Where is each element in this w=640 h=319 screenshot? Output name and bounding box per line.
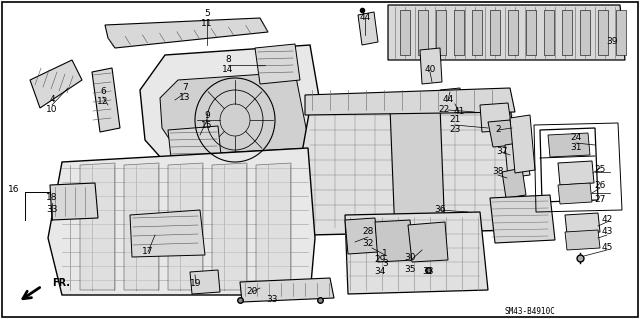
Text: 4: 4 <box>49 95 55 105</box>
Polygon shape <box>540 128 598 202</box>
Polygon shape <box>490 10 500 55</box>
Polygon shape <box>440 88 462 110</box>
Polygon shape <box>256 163 291 290</box>
Polygon shape <box>616 10 626 55</box>
Polygon shape <box>240 278 334 302</box>
Polygon shape <box>598 10 608 55</box>
Text: 7: 7 <box>182 84 188 93</box>
Text: 16: 16 <box>8 186 20 195</box>
Text: 38: 38 <box>492 167 504 176</box>
Text: 21: 21 <box>449 115 461 124</box>
Polygon shape <box>375 220 414 262</box>
Polygon shape <box>105 18 268 48</box>
Polygon shape <box>408 222 448 262</box>
Polygon shape <box>510 115 535 173</box>
Polygon shape <box>358 12 378 45</box>
Text: 10: 10 <box>46 106 58 115</box>
Polygon shape <box>80 163 115 290</box>
Text: 5: 5 <box>204 10 210 19</box>
Polygon shape <box>454 10 464 55</box>
Text: 8: 8 <box>225 56 231 64</box>
Polygon shape <box>190 270 220 294</box>
Text: 37: 37 <box>496 147 508 157</box>
Polygon shape <box>168 126 222 168</box>
Text: 1: 1 <box>382 249 388 257</box>
Text: 33: 33 <box>422 266 434 276</box>
Polygon shape <box>255 44 300 84</box>
Text: 12: 12 <box>97 98 109 107</box>
Polygon shape <box>580 10 590 55</box>
Polygon shape <box>298 105 520 235</box>
Polygon shape <box>400 10 410 55</box>
Polygon shape <box>502 168 526 198</box>
Text: 42: 42 <box>602 216 612 225</box>
Polygon shape <box>345 218 378 254</box>
Text: FR.: FR. <box>52 278 70 288</box>
Polygon shape <box>490 195 555 243</box>
Polygon shape <box>526 10 536 55</box>
Text: 44: 44 <box>360 13 371 23</box>
Text: 25: 25 <box>595 166 605 174</box>
Polygon shape <box>548 133 590 157</box>
Text: 41: 41 <box>453 108 465 116</box>
Text: SM43-B4910C: SM43-B4910C <box>504 308 556 316</box>
Polygon shape <box>305 88 515 115</box>
Polygon shape <box>480 103 512 132</box>
Polygon shape <box>418 10 428 55</box>
Text: 39: 39 <box>606 38 618 47</box>
Text: 36: 36 <box>435 205 445 214</box>
Polygon shape <box>50 183 98 220</box>
Polygon shape <box>565 230 600 250</box>
Text: 34: 34 <box>374 266 386 276</box>
Polygon shape <box>508 10 518 55</box>
Polygon shape <box>160 72 310 155</box>
Polygon shape <box>505 142 530 178</box>
Text: 14: 14 <box>222 65 234 75</box>
Text: 11: 11 <box>201 19 212 28</box>
Polygon shape <box>390 106 445 235</box>
Text: 13: 13 <box>179 93 191 102</box>
Text: 24: 24 <box>570 133 582 143</box>
Polygon shape <box>168 163 203 290</box>
Text: 30: 30 <box>404 254 416 263</box>
Polygon shape <box>420 48 442 84</box>
Text: 9: 9 <box>204 110 210 120</box>
Text: 44: 44 <box>442 95 454 105</box>
Text: 15: 15 <box>201 121 212 130</box>
Polygon shape <box>472 10 482 55</box>
Polygon shape <box>488 120 515 147</box>
Text: 40: 40 <box>424 65 436 75</box>
Polygon shape <box>140 45 330 168</box>
Polygon shape <box>212 163 247 290</box>
Polygon shape <box>345 212 488 294</box>
Text: 45: 45 <box>602 243 612 253</box>
Text: 2: 2 <box>495 125 501 135</box>
Text: 33: 33 <box>266 295 278 305</box>
Polygon shape <box>436 10 446 55</box>
Polygon shape <box>30 60 82 108</box>
Text: 23: 23 <box>449 125 461 135</box>
Text: 27: 27 <box>595 196 605 204</box>
Text: 26: 26 <box>595 181 605 189</box>
Text: 31: 31 <box>570 144 582 152</box>
Text: 32: 32 <box>362 239 374 248</box>
Polygon shape <box>124 163 159 290</box>
Text: 18: 18 <box>46 194 58 203</box>
Polygon shape <box>544 10 554 55</box>
Polygon shape <box>565 213 600 234</box>
Text: 43: 43 <box>602 227 612 236</box>
Polygon shape <box>562 10 572 55</box>
Polygon shape <box>130 210 205 257</box>
Polygon shape <box>558 161 594 185</box>
Text: 28: 28 <box>362 227 374 236</box>
Text: 35: 35 <box>404 265 416 275</box>
Text: 22: 22 <box>438 106 450 115</box>
Text: 20: 20 <box>246 287 258 296</box>
Text: 33: 33 <box>46 205 58 214</box>
Polygon shape <box>388 5 625 60</box>
Polygon shape <box>48 148 315 295</box>
Text: 6: 6 <box>100 87 106 97</box>
Polygon shape <box>558 183 592 204</box>
Text: 19: 19 <box>190 279 202 288</box>
